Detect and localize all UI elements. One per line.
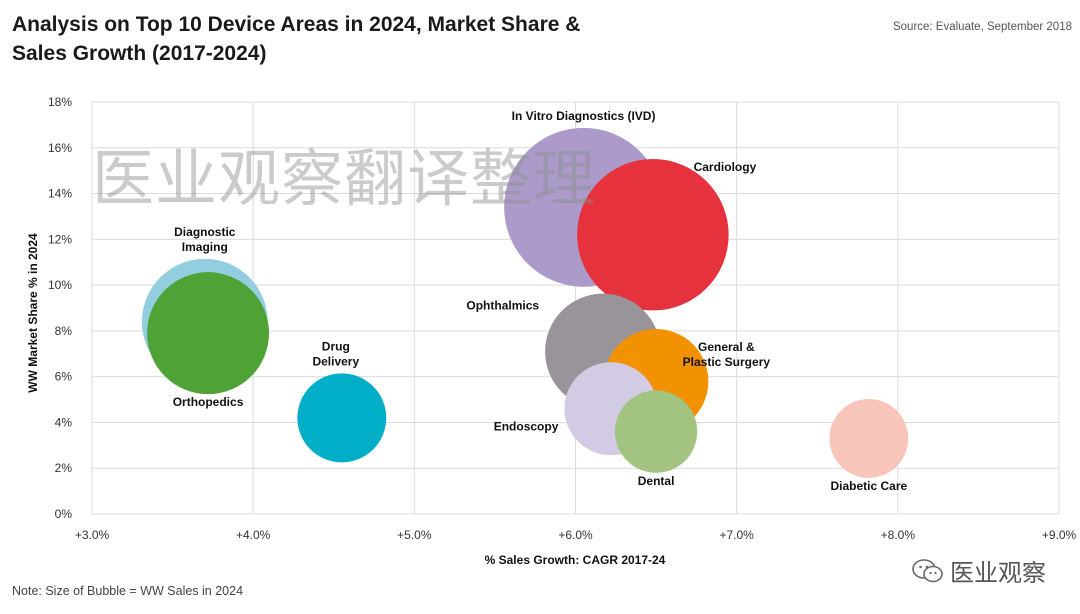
x-tick-label: +4.0% bbox=[236, 528, 271, 542]
brand-name: 医业观察 bbox=[950, 559, 1046, 587]
bubble-label-line: Endoscopy bbox=[494, 420, 559, 434]
brand-logo: 医业观察 bbox=[912, 553, 1046, 588]
bubble-label: Orthopedics bbox=[173, 395, 244, 409]
bubble-label-line: Cardiology bbox=[694, 160, 757, 174]
wechat-icon bbox=[912, 558, 943, 582]
y-tick-label: 16% bbox=[48, 141, 72, 155]
bubble-label: Diabetic Care bbox=[830, 479, 907, 493]
bubble-label: Dental bbox=[638, 474, 675, 488]
x-axis-label: % Sales Growth: CAGR 2017-24 bbox=[485, 553, 666, 567]
x-tick-label: +6.0% bbox=[558, 528, 593, 542]
bubble-label-line: Plastic Surgery bbox=[683, 355, 771, 369]
bubble-label-line: Diabetic Care bbox=[830, 479, 907, 493]
x-tick-label: +7.0% bbox=[719, 528, 754, 542]
bubble-size-note: Note: Size of Bubble = WW Sales in 2024 bbox=[12, 584, 244, 598]
bubble-label-line: Diagnostic bbox=[174, 225, 236, 239]
x-tick-label: +3.0% bbox=[75, 528, 110, 542]
bubble-label-line: Orthopedics bbox=[173, 395, 244, 409]
bubble bbox=[614, 390, 698, 473]
bubble-label: Cardiology bbox=[694, 160, 757, 174]
bubble-label: Diagnostic Imaging bbox=[174, 225, 236, 254]
y-tick-label: 2% bbox=[55, 461, 73, 475]
bubble-label-line: Delivery bbox=[312, 354, 359, 368]
watermark: 医业观察翻译整理 bbox=[92, 142, 597, 215]
bubble-layer bbox=[141, 127, 909, 478]
y-tick-label: 14% bbox=[48, 187, 72, 201]
bubble-label: Ophthalmics bbox=[466, 298, 539, 312]
bubble bbox=[577, 158, 729, 311]
y-tick-label: 4% bbox=[55, 415, 73, 429]
tick-layer: 0% 2% 4% 6% 8% 10% 12% 14% 16% 18% +3.0% +4.0% +5.0%… bbox=[48, 95, 1077, 542]
bubble-label-line: Imaging bbox=[182, 240, 228, 254]
source-note: Source: Evaluate, September 2018 bbox=[892, 21, 1072, 33]
bubble-label-line: General & bbox=[698, 340, 755, 354]
bubble-label-line: Ophthalmics bbox=[466, 298, 539, 312]
y-tick-label: 18% bbox=[48, 95, 72, 109]
y-tick-label: 10% bbox=[48, 278, 72, 292]
x-tick-label: +8.0% bbox=[881, 528, 916, 542]
bubble-label-line: Drug bbox=[322, 339, 350, 353]
y-tick-label: 6% bbox=[55, 370, 73, 384]
label-layer: In Vitro Diagnostics (IVD) Cardiology Diag… bbox=[173, 109, 908, 493]
y-tick-label: 0% bbox=[55, 507, 73, 521]
bubble bbox=[297, 373, 387, 463]
bubble-label: In Vitro Diagnostics (IVD) bbox=[512, 109, 656, 123]
y-axis-label: WW Market Share % in 2024 bbox=[26, 233, 40, 393]
bubble-label: Drug Delivery bbox=[312, 339, 359, 368]
bubble-label: Endoscopy bbox=[494, 420, 559, 434]
x-tick-label: +5.0% bbox=[397, 528, 432, 542]
bubble bbox=[829, 399, 909, 478]
bubble-label-line: Dental bbox=[638, 474, 675, 488]
y-tick-label: 12% bbox=[48, 232, 72, 246]
bubble bbox=[147, 272, 270, 395]
bubble-label-line: In Vitro Diagnostics (IVD) bbox=[512, 109, 656, 123]
chart-title: Analysis on Top 10 Device Areas in 2024,… bbox=[12, 13, 581, 65]
x-tick-label: +9.0% bbox=[1042, 528, 1077, 542]
bubble-label: General & Plastic Surgery bbox=[683, 340, 771, 369]
y-tick-label: 8% bbox=[55, 324, 73, 338]
